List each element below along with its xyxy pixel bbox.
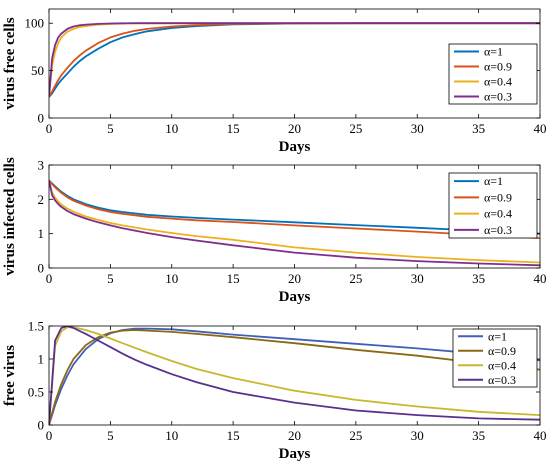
series-line-3 bbox=[49, 326, 540, 425]
legend-label: α=0.3 bbox=[488, 373, 516, 387]
x-axis-label: Days bbox=[279, 446, 311, 462]
series-line-4 bbox=[49, 326, 540, 425]
x-tick-label: 20 bbox=[288, 271, 301, 286]
x-tick-label: 40 bbox=[534, 121, 547, 136]
legend-label: α=1 bbox=[484, 174, 503, 188]
y-tick-label: 0.5 bbox=[28, 385, 44, 400]
y-tick-label: 0 bbox=[38, 111, 45, 126]
x-tick-label: 10 bbox=[165, 428, 178, 443]
x-tick-label: 0 bbox=[46, 271, 53, 286]
legend-label: α=0.3 bbox=[484, 223, 512, 237]
legend-box bbox=[448, 43, 538, 105]
x-tick-label: 0 bbox=[46, 121, 53, 136]
x-tick-label: 25 bbox=[349, 121, 362, 136]
x-tick-label: 10 bbox=[165, 121, 178, 136]
x-tick-label: 30 bbox=[411, 271, 424, 286]
x-tick-label: 35 bbox=[472, 271, 485, 286]
x-tick-label: 35 bbox=[472, 121, 485, 136]
y-tick-label: 1.5 bbox=[28, 319, 44, 334]
x-tick-label: 15 bbox=[227, 428, 240, 443]
legend-label: α=0.4 bbox=[488, 358, 516, 372]
legend-box bbox=[448, 172, 538, 239]
x-tick-label: 40 bbox=[534, 428, 547, 443]
y-axis-label: virus infected cells bbox=[2, 157, 18, 275]
x-tick-label: 40 bbox=[534, 271, 547, 286]
y-axis-label: virus free cells bbox=[2, 17, 18, 109]
legend-label: α=1 bbox=[488, 329, 507, 343]
y-tick-label: 50 bbox=[31, 63, 44, 78]
series-line-1 bbox=[49, 327, 540, 425]
y-tick-label: 0 bbox=[38, 261, 45, 276]
y-axis-label: free virus bbox=[2, 345, 18, 406]
legend-label: α=0.9 bbox=[484, 60, 512, 74]
y-tick-label: 1 bbox=[38, 226, 45, 241]
x-tick-label: 25 bbox=[349, 428, 362, 443]
series-line-4 bbox=[49, 180, 540, 267]
legend: α=1α=0.9α=0.4α=0.3 bbox=[452, 328, 538, 388]
x-tick-label: 5 bbox=[107, 428, 114, 443]
series-line-4 bbox=[49, 22, 540, 98]
y-tick-label: 100 bbox=[25, 16, 45, 31]
x-axis-label: Days bbox=[279, 139, 311, 155]
subplot-1: 0 5 10 15 20 25 30 35 40 0 50 100 Days virus free cel… bbox=[2, 8, 547, 155]
x-tick-label: 20 bbox=[288, 428, 301, 443]
x-tick-label: 30 bbox=[411, 121, 424, 136]
x-tick-label: 15 bbox=[227, 271, 240, 286]
y-tick-label: 2 bbox=[38, 192, 45, 207]
subplot-2: 0 5 10 15 20 25 30 35 40 0 1 2 3 Days virus infected c… bbox=[2, 157, 547, 305]
x-axis-label: Days bbox=[279, 289, 311, 305]
legend-label: α=0.4 bbox=[484, 75, 512, 89]
subplot-3: 0 5 10 15 20 25 30 35 40 0 0.5 1 1.5 Days free virus α=… bbox=[2, 319, 547, 463]
legend-label: α=0.3 bbox=[484, 90, 512, 104]
series-line-3 bbox=[49, 180, 540, 264]
x-tick-label: 0 bbox=[46, 428, 53, 443]
legend-label: α=0.4 bbox=[484, 207, 512, 221]
legend-label: α=0.9 bbox=[488, 344, 516, 358]
legend: α=1α=0.9α=0.4α=0.3 bbox=[448, 43, 538, 105]
y-tick-label: 0 bbox=[38, 418, 45, 433]
y-tick-label: 3 bbox=[38, 158, 45, 173]
y-tick-label: 1 bbox=[38, 352, 45, 367]
x-tick-label: 5 bbox=[107, 121, 114, 136]
x-tick-label: 5 bbox=[107, 271, 114, 286]
series-line-2 bbox=[49, 179, 540, 239]
series-line-2 bbox=[49, 329, 540, 425]
x-tick-label: 35 bbox=[472, 428, 485, 443]
x-tick-label: 25 bbox=[349, 271, 362, 286]
x-tick-label: 15 bbox=[227, 121, 240, 136]
legend-label: α=1 bbox=[484, 45, 503, 59]
legend: α=1 α=0.9 α=0.4 α=0.3 bbox=[448, 172, 538, 239]
legend-label: α=0.9 bbox=[484, 190, 512, 204]
x-tick-label: 20 bbox=[288, 121, 301, 136]
legend-box bbox=[452, 328, 538, 388]
x-tick-label: 30 bbox=[411, 428, 424, 443]
x-tick-label: 10 bbox=[165, 271, 178, 286]
